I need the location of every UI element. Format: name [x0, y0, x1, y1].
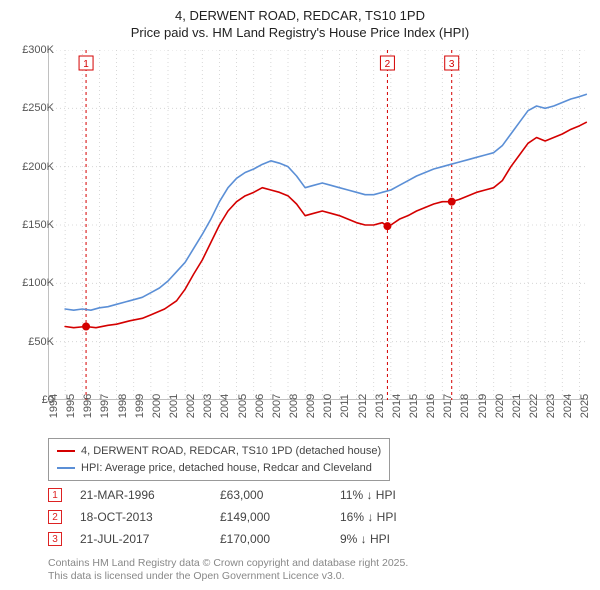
x-tick-label: 2008	[288, 394, 300, 418]
y-tick-label: £100K	[22, 277, 54, 289]
transaction-date: 21-MAR-1996	[80, 488, 220, 502]
chart-area: 1 2 3	[48, 50, 588, 400]
x-tick-label: 2010	[322, 394, 334, 418]
transaction-row: 1 21-MAR-1996£63,00011% ↓ HPI	[48, 484, 450, 506]
x-tick-label: 2014	[391, 394, 403, 418]
transaction-date: 21-JUL-2017	[80, 532, 220, 546]
x-tick-label: 2022	[528, 394, 540, 418]
x-tick-label: 2004	[219, 394, 231, 418]
transactions-table: 1 21-MAR-1996£63,00011% ↓ HPI 2 18-OCT-2013…	[48, 484, 450, 550]
legend-swatch	[57, 450, 75, 452]
transaction-marker: 1	[48, 488, 62, 502]
x-tick-label: 2005	[237, 394, 249, 418]
x-tick-label: 2025	[579, 394, 591, 418]
x-tick-label: 2023	[545, 394, 557, 418]
footer-line2: This data is licensed under the Open Gov…	[48, 570, 408, 584]
transaction-delta: 11% ↓ HPI	[340, 488, 450, 502]
x-tick-label: 2017	[442, 394, 454, 418]
x-tick-label: 2001	[168, 394, 180, 418]
svg-text:2: 2	[385, 59, 391, 70]
y-tick-label: £250K	[22, 102, 54, 114]
title-line1: 4, DERWENT ROAD, REDCAR, TS10 1PD	[0, 8, 600, 25]
x-tick-label: 1994	[48, 394, 60, 418]
line-chart-svg: 1 2 3	[48, 50, 588, 400]
x-tick-label: 2000	[151, 394, 163, 418]
x-tick-label: 2019	[477, 394, 489, 418]
transaction-date: 18-OCT-2013	[80, 510, 220, 524]
y-tick-label: £50K	[28, 336, 54, 348]
transaction-price: £149,000	[220, 510, 340, 524]
x-tick-label: 2012	[357, 394, 369, 418]
x-tick-label: 2013	[374, 394, 386, 418]
x-tick-label: 1995	[65, 394, 77, 418]
transaction-marker: 3	[48, 532, 62, 546]
title-line2: Price paid vs. HM Land Registry's House …	[0, 25, 600, 42]
svg-text:1: 1	[83, 59, 89, 70]
legend-row: 4, DERWENT ROAD, REDCAR, TS10 1PD (detac…	[57, 443, 381, 460]
x-tick-label: 2002	[185, 394, 197, 418]
x-tick-label: 2015	[408, 394, 420, 418]
transaction-row: 3 21-JUL-2017£170,0009% ↓ HPI	[48, 528, 450, 550]
x-tick-label: 2016	[425, 394, 437, 418]
legend-label: 4, DERWENT ROAD, REDCAR, TS10 1PD (detac…	[81, 443, 381, 460]
svg-text:3: 3	[449, 59, 455, 70]
transaction-price: £170,000	[220, 532, 340, 546]
x-tick-label: 2007	[271, 394, 283, 418]
transaction-delta: 16% ↓ HPI	[340, 510, 450, 524]
x-tick-label: 2003	[202, 394, 214, 418]
y-tick-label: £200K	[22, 161, 54, 173]
x-tick-label: 1996	[82, 394, 94, 418]
x-tick-label: 2020	[494, 394, 506, 418]
y-tick-label: £300K	[22, 44, 54, 56]
transaction-marker: 2	[48, 510, 62, 524]
x-tick-label: 2009	[305, 394, 317, 418]
title-block: 4, DERWENT ROAD, REDCAR, TS10 1PD Price …	[0, 0, 600, 42]
transaction-row: 2 18-OCT-2013£149,00016% ↓ HPI	[48, 506, 450, 528]
footer-attribution: Contains HM Land Registry data © Crown c…	[48, 557, 408, 584]
x-tick-label: 2006	[254, 394, 266, 418]
transaction-price: £63,000	[220, 488, 340, 502]
y-tick-label: £150K	[22, 219, 54, 231]
x-tick-label: 2018	[459, 394, 471, 418]
x-tick-label: 1998	[117, 394, 129, 418]
x-tick-label: 1997	[99, 394, 111, 418]
legend-swatch	[57, 467, 75, 469]
x-tick-label: 2024	[562, 394, 574, 418]
legend-label: HPI: Average price, detached house, Redc…	[81, 460, 372, 477]
chart-container: 4, DERWENT ROAD, REDCAR, TS10 1PD Price …	[0, 0, 600, 590]
footer-line1: Contains HM Land Registry data © Crown c…	[48, 557, 408, 571]
transaction-delta: 9% ↓ HPI	[340, 532, 450, 546]
x-tick-label: 1999	[134, 394, 146, 418]
legend-row: HPI: Average price, detached house, Redc…	[57, 460, 381, 477]
legend-box: 4, DERWENT ROAD, REDCAR, TS10 1PD (detac…	[48, 438, 390, 481]
x-tick-label: 2021	[511, 394, 523, 418]
x-tick-label: 2011	[339, 394, 351, 418]
